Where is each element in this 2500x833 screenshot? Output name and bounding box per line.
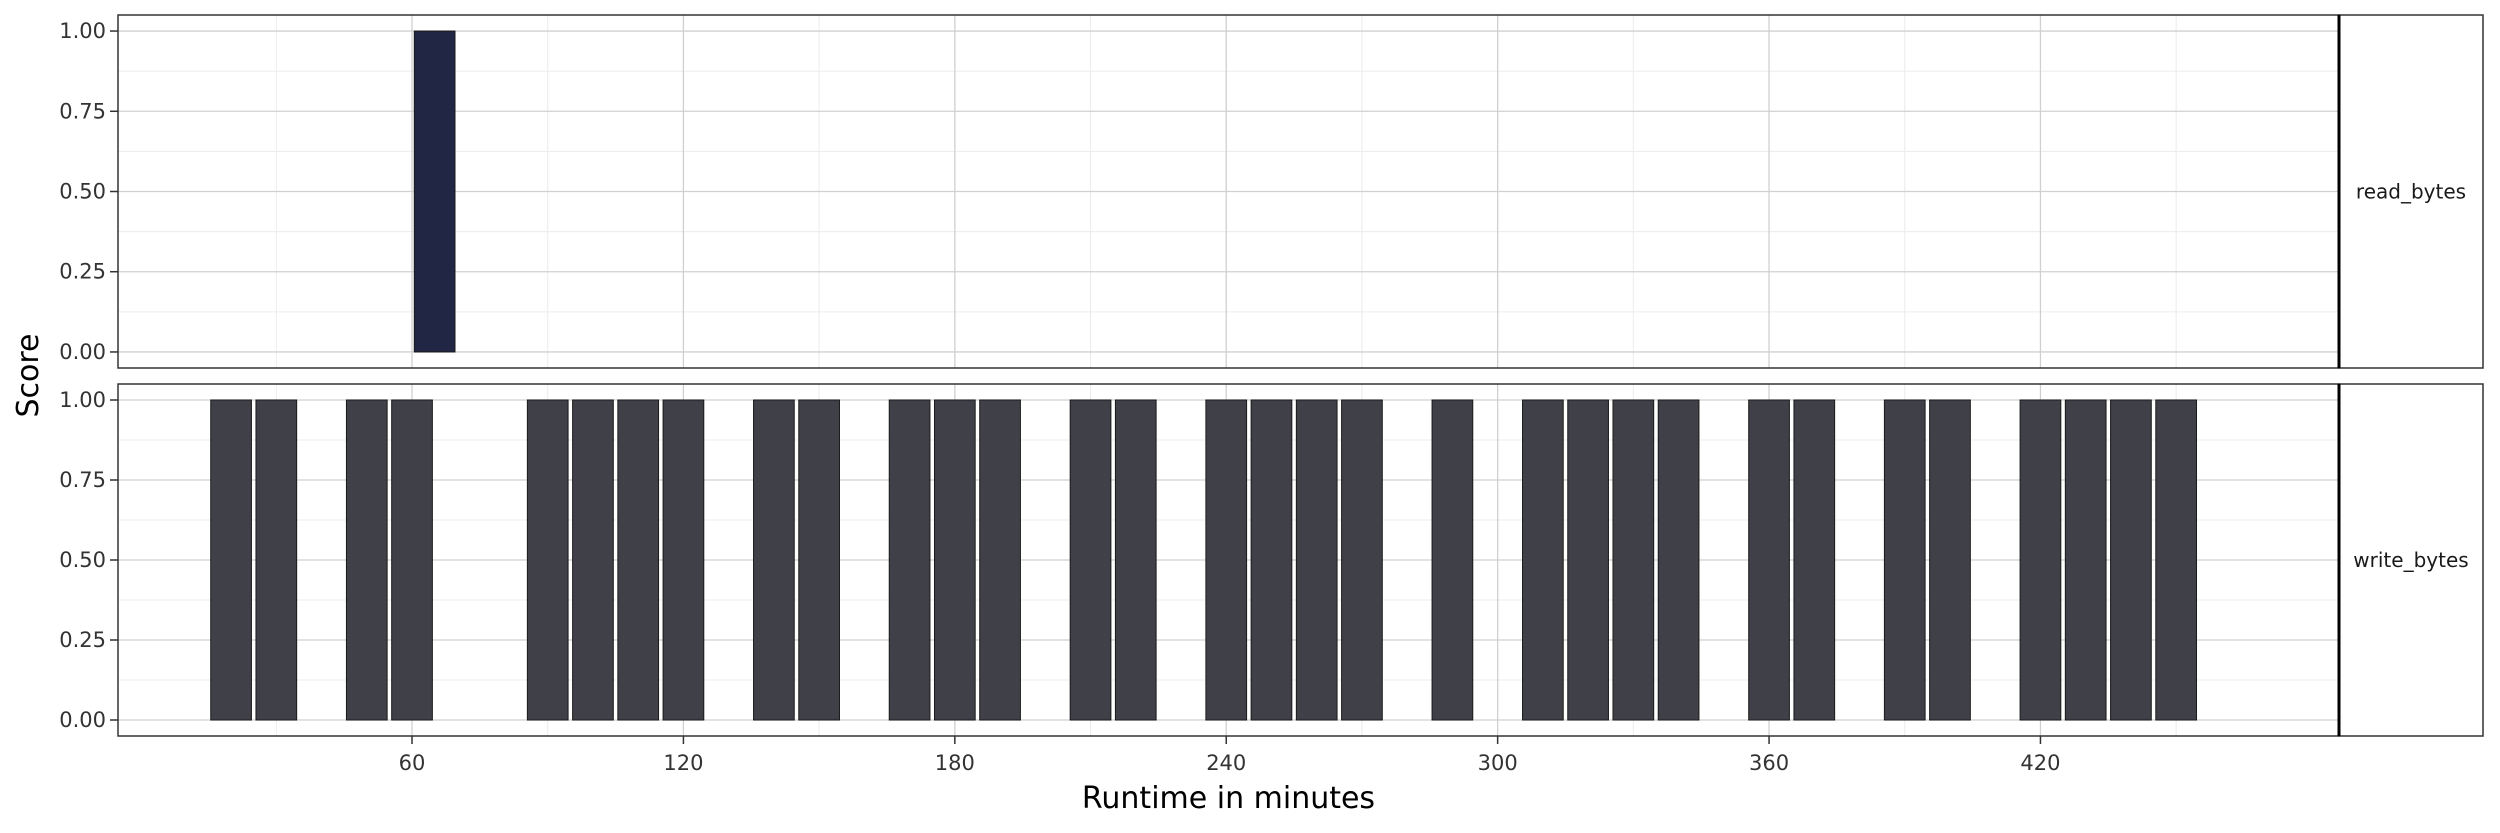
x-tick-label: 60 [399,751,426,775]
y-tick-label: 0.50 [59,548,106,572]
x-tick-label: 120 [663,751,703,775]
bar [798,399,840,721]
bar [345,399,388,721]
bar [888,399,931,721]
x-tick-label: 240 [1206,751,1246,775]
bar [1612,399,1655,721]
strip-label: read_bytes [2356,180,2466,204]
bar [979,399,1021,721]
bar [1883,399,1926,721]
bar [933,399,976,721]
x-axis-title: Runtime in minutes [1082,781,1375,816]
x-axis: 60 120 180 240 300 360 420 [399,736,2061,775]
panel-read_bytes: read_bytes 0.00 0.25 0.50 0.75 1.00 [59,14,2484,369]
y-tick-label: 1.00 [59,19,106,43]
bar [1069,399,1112,721]
x-tick-label: 300 [1478,751,1518,775]
x-tick-label: 360 [1749,751,1789,775]
bar [2064,399,2107,721]
bar [255,399,298,721]
bar [2155,399,2198,721]
chart-panels: read_bytes0.000.250.500.751.00write_byte… [59,14,2484,737]
bar [1114,399,1157,721]
bar [1250,399,1293,721]
bar [1341,399,1383,721]
y-axis-title: Score [11,333,46,417]
bar [210,399,252,721]
bar [662,399,705,721]
y-tick-label: 0.25 [59,628,106,652]
y-tick-label: 1.00 [59,388,106,412]
panel-write_bytes: write_bytes 0.00 0.25 0.50 0.75 1.00 [59,383,2484,737]
strip-label: write_bytes [2353,548,2468,572]
bar [413,30,456,353]
bar [1431,399,1474,721]
bar [1205,399,1248,721]
y-tick-label: 0.50 [59,180,106,204]
bar [1295,399,1338,721]
x-tick-label: 180 [935,751,975,775]
bar [1657,399,1700,721]
bar [1793,399,1836,721]
y-tick-label: 0.00 [59,340,106,364]
y-tick-label: 0.75 [59,468,106,492]
bar [391,399,433,721]
bar [617,399,660,721]
bar [1522,399,1564,721]
bar [2019,399,2062,721]
y-tick-label: 0.25 [59,260,106,284]
bar [526,399,569,721]
y-tick-label: 0.00 [59,708,106,732]
bar [753,399,795,721]
bar [1929,399,1971,721]
bar [1567,399,1609,721]
strip-box [2338,14,2484,369]
x-tick-label: 420 [2020,751,2060,775]
bar [572,399,614,721]
y-tick-label: 0.75 [59,99,106,123]
bar [1748,399,1790,721]
bar [2110,399,2152,721]
